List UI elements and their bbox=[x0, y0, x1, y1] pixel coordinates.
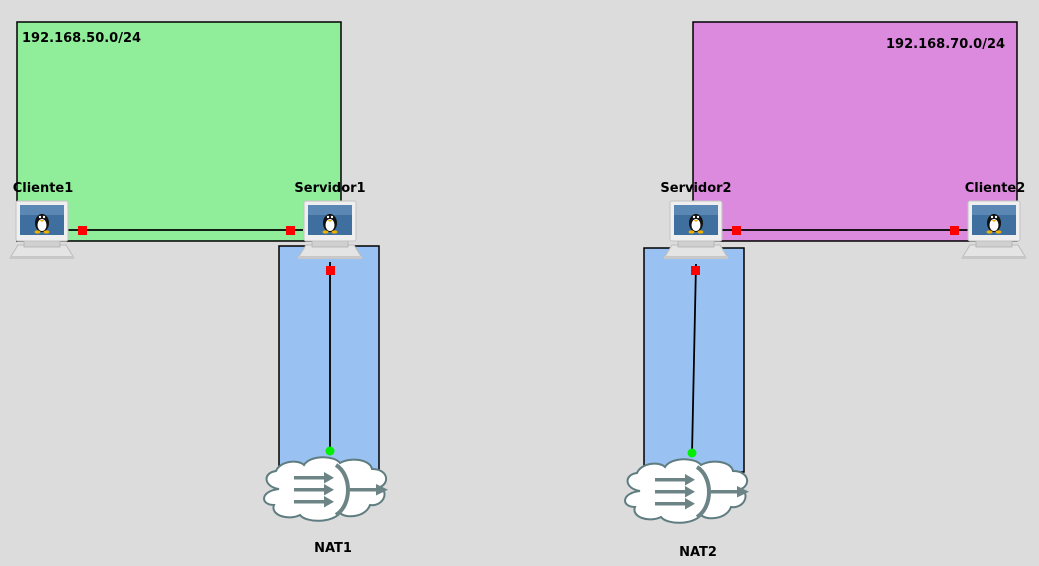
servidor1-label: Servidor1 bbox=[294, 181, 366, 196]
port-down-indicator bbox=[950, 226, 959, 235]
port-down-indicator bbox=[326, 266, 335, 275]
nat1-label: NAT1 bbox=[314, 541, 352, 556]
link-servidor2-nat2[interactable] bbox=[691, 263, 697, 455]
port-down-indicator bbox=[732, 226, 741, 235]
port-down-indicator bbox=[78, 226, 87, 235]
cliente2-host-icon[interactable] bbox=[961, 200, 1027, 260]
servidor2-host-icon[interactable] bbox=[663, 200, 729, 260]
port-up-indicator bbox=[325, 446, 335, 456]
network-zone-2 bbox=[692, 21, 1018, 242]
network-1-label: 192.168.50.0/24 bbox=[22, 31, 142, 46]
cliente2-label: Cliente2 bbox=[964, 181, 1026, 196]
port-down-indicator bbox=[691, 266, 700, 275]
port-down-indicator bbox=[286, 226, 295, 235]
cliente1-host-icon[interactable] bbox=[9, 200, 75, 260]
nat2-label: NAT2 bbox=[679, 545, 717, 560]
servidor2-label: Servidor2 bbox=[660, 181, 732, 196]
network-2-label: 192.168.70.0/24 bbox=[886, 37, 1006, 52]
network-zone-1 bbox=[16, 21, 342, 242]
cliente1-label: Cliente1 bbox=[12, 181, 74, 196]
nat2-cloud-icon[interactable] bbox=[623, 457, 751, 525]
link-zone-1 bbox=[278, 245, 380, 473]
servidor1-host-icon[interactable] bbox=[297, 200, 363, 260]
port-up-indicator bbox=[687, 448, 697, 458]
nat1-cloud-icon[interactable] bbox=[262, 455, 390, 523]
